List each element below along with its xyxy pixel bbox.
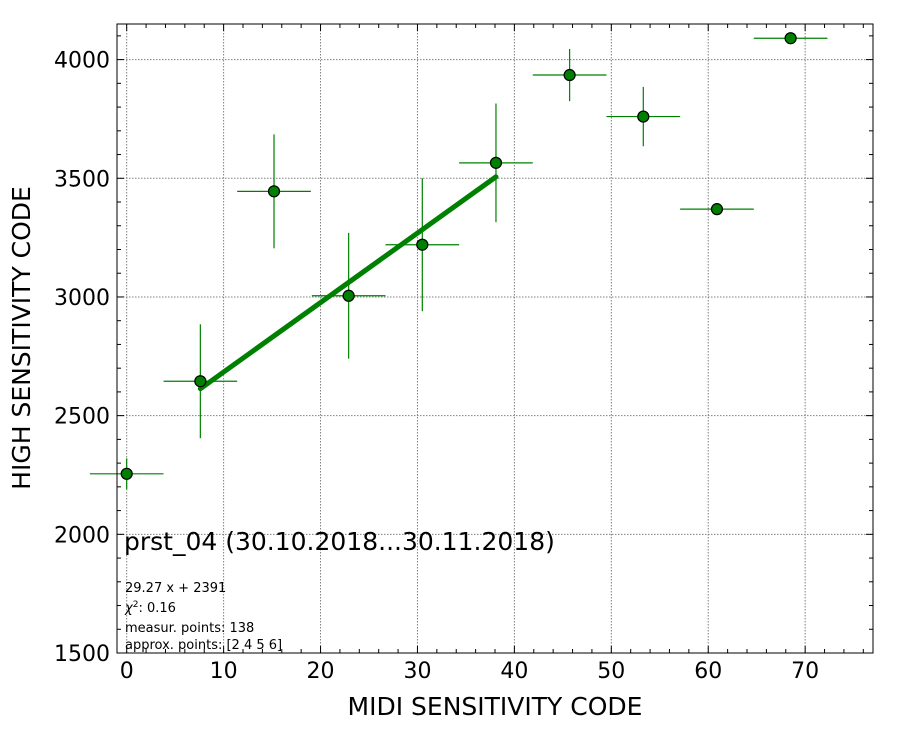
x-tick-label: 0 (120, 659, 134, 684)
data-point (120, 467, 133, 480)
x-tick-label: 10 (210, 659, 238, 684)
x-axis-label: MIDI SENSITIVITY CODE (348, 692, 643, 721)
data-point (784, 32, 797, 45)
fit-equation: 29.27 x + 2391 (125, 581, 226, 596)
x-tick-label: 70 (791, 659, 819, 684)
plot-frame (116, 23, 874, 654)
chi-squared: χ2: 0.16 (124, 600, 176, 616)
x-tick-label: 60 (694, 659, 722, 684)
y-tick-label: 3000 (54, 286, 110, 311)
data-points (120, 32, 797, 480)
x-tick-label: 20 (307, 659, 335, 684)
errorbars (89, 37, 828, 490)
chart-title: prst_04 (30.10.2018...30.11.2018) (124, 527, 555, 556)
data-point (342, 289, 355, 302)
y-tick-label: 3500 (54, 167, 110, 192)
x-tick-label: 30 (403, 659, 431, 684)
data-point (194, 375, 207, 388)
data-point (563, 68, 576, 82)
y-axis-label: HIGH SENSITIVITY CODE (7, 186, 36, 490)
data-point (637, 110, 650, 123)
ticks (117, 24, 873, 654)
y-tick-label: 2500 (54, 405, 110, 430)
data-point (710, 203, 724, 216)
data-point (416, 238, 429, 251)
data-point (267, 185, 281, 198)
y-tick-label: 2000 (54, 523, 110, 548)
data-point (489, 156, 503, 169)
approximated-points: approx. points: [2 4 5 6] (125, 638, 282, 653)
y-tick-label: 4000 (54, 49, 110, 74)
chi-squared-symbol: χ (124, 601, 134, 616)
tick-labels: 0 10 20 30 40 50 60 70 1500 2000 2500 3000 3500 4000 (54, 49, 819, 684)
chi-squared-value: : 0.16 (138, 601, 175, 616)
y-tick-label: 1500 (54, 642, 110, 667)
grid (117, 24, 873, 654)
x-tick-label: 50 (597, 659, 625, 684)
x-tick-label: 40 (500, 659, 528, 684)
measured-points: measur. points: 138 (125, 621, 254, 636)
